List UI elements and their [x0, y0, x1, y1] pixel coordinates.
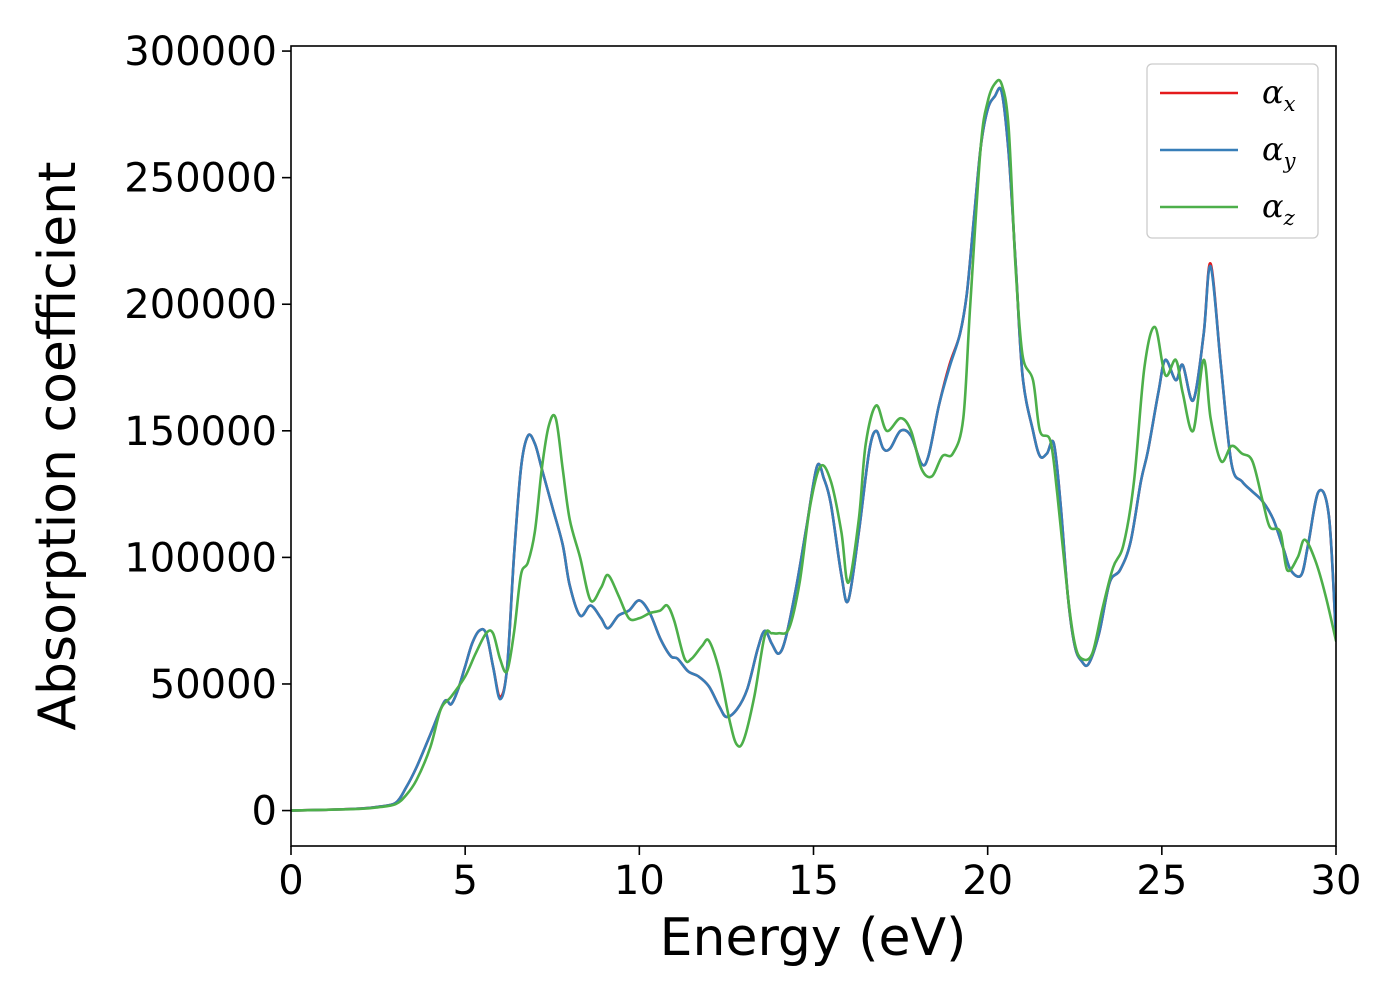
y-axis-ticks: 0 50000 100000 150000 200000 250000 300000	[124, 29, 291, 835]
x-tick-label: 15	[788, 858, 839, 904]
y-tick-label: 150000	[124, 409, 277, 455]
y-tick-label: 200000	[124, 282, 277, 328]
x-tick-label: 20	[962, 858, 1013, 904]
x-tick-label: 0	[278, 858, 303, 904]
x-tick-label: 10	[614, 858, 665, 904]
series-layer	[291, 78, 1336, 812]
series-line-z	[291, 78, 1336, 812]
y-tick-label: 300000	[124, 29, 277, 75]
x-axis-ticks: 0 5 10 15 20 25 30	[278, 846, 1361, 904]
y-tick-label: 250000	[124, 156, 277, 202]
plot-frame	[290, 45, 1337, 847]
y-tick-label: 100000	[124, 535, 277, 581]
series-line-y	[291, 86, 1336, 812]
y-tick-label: 50000	[150, 662, 277, 708]
y-tick-label: 0	[252, 789, 277, 835]
x-tick-label: 30	[1311, 858, 1362, 904]
x-tick-label: 5	[452, 858, 477, 904]
x-tick-label: 25	[1136, 858, 1187, 904]
y-axis-label: Absorption coefficient	[28, 161, 88, 730]
x-axis-label: Energy (eV)	[660, 908, 967, 968]
